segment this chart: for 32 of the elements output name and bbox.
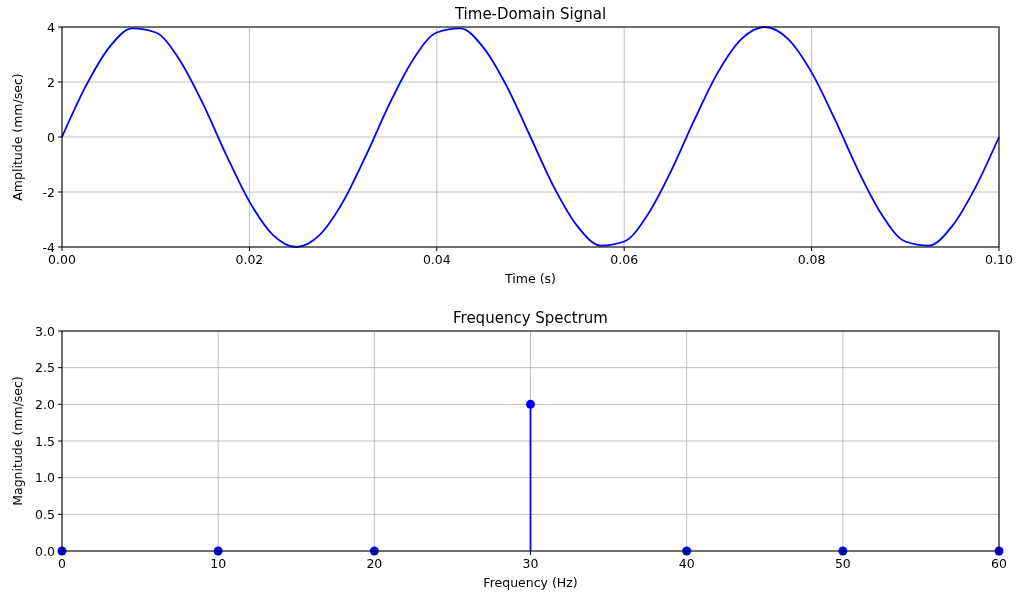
x-tick-label: 0: [58, 556, 67, 571]
x-tick-label: 20: [366, 556, 383, 571]
x-tick-label: 30: [522, 556, 539, 571]
y-tick-label: 2: [47, 74, 55, 90]
y-tick-label: 2.0: [35, 396, 56, 412]
x-tick-label: 50: [834, 556, 851, 571]
x-tick-label: 0.08: [797, 252, 826, 267]
line-series: [61, 26, 1000, 248]
y-tick-label: 1.5: [35, 433, 55, 449]
y-tick-label: 0.0: [35, 543, 56, 559]
x-tick-label: 0.10: [985, 252, 1013, 267]
y-axis-title: Magnitude (mm/sec): [10, 376, 25, 506]
x-tick-label: 0.06: [610, 252, 639, 267]
x-axis-title: Frequency (Hz): [483, 575, 578, 590]
y-axis-title: Amplitude (mm/sec): [10, 73, 25, 201]
y-tick-label: 2.5: [35, 360, 55, 376]
x-tick-label: 0.02: [235, 252, 264, 267]
x-tick-label: 60: [991, 556, 1007, 571]
y-tick-label: 1.0: [35, 470, 56, 486]
y-tick-label: 4: [47, 19, 56, 35]
x-axis-title: Time (s): [504, 271, 556, 286]
x-tick-label: 0.04: [422, 252, 451, 267]
y-tick-label: 3.0: [35, 323, 56, 339]
y-tick-label: -2: [42, 184, 55, 200]
x-tick-label: 0.00: [48, 252, 76, 267]
chart-title: Time-Domain Signal: [453, 5, 607, 23]
x-tick-label: 10: [210, 556, 227, 571]
x-tick-label: 40: [678, 556, 695, 571]
y-tick-label: 0.5: [35, 506, 55, 522]
y-tick-label: -4: [42, 239, 56, 255]
chart-title: Frequency Spectrum: [453, 309, 608, 327]
y-tick-label: 0: [47, 129, 56, 145]
